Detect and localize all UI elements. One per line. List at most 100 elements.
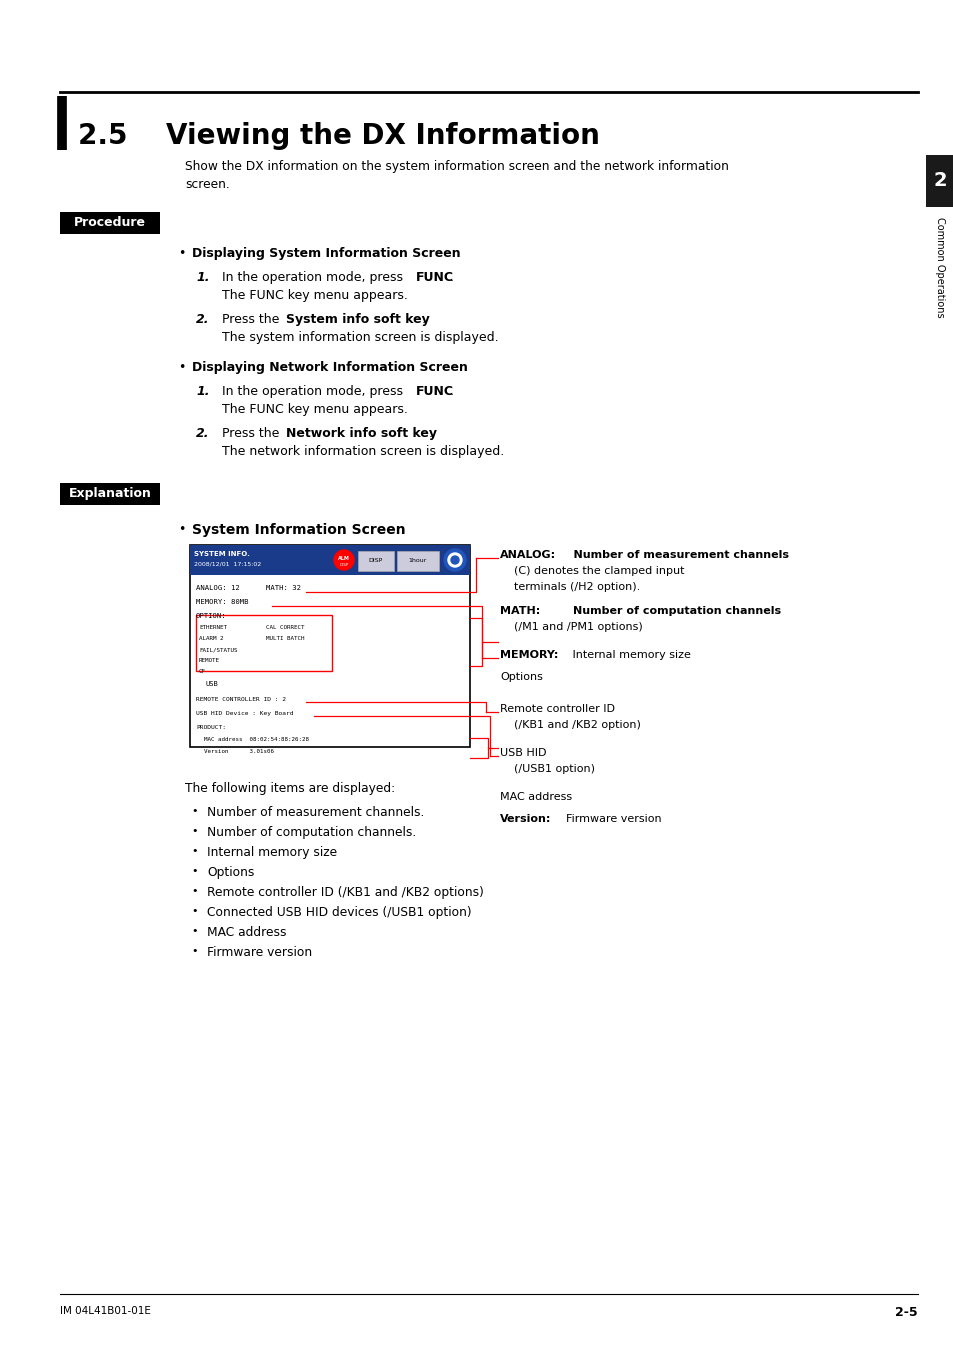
Text: •: • — [191, 806, 197, 815]
Text: MEMORY: 80MB: MEMORY: 80MB — [195, 599, 248, 605]
Text: ALARM 2: ALARM 2 — [199, 636, 223, 641]
Bar — [396, 551, 438, 571]
Text: System Information Screen: System Information Screen — [192, 522, 405, 537]
Text: Options: Options — [207, 865, 254, 879]
Text: (/M1 and /PM1 options): (/M1 and /PM1 options) — [514, 622, 642, 632]
Circle shape — [451, 556, 458, 564]
Text: •: • — [191, 826, 197, 836]
Text: Number of computation channels.: Number of computation channels. — [207, 826, 416, 838]
Text: System info soft key: System info soft key — [286, 313, 429, 325]
Text: The system information screen is displayed.: The system information screen is display… — [222, 331, 498, 344]
Text: MATH:: MATH: — [499, 606, 539, 616]
Text: FUNC: FUNC — [416, 271, 454, 284]
Text: Displaying System Information Screen: Displaying System Information Screen — [192, 247, 460, 261]
Text: Options: Options — [499, 672, 542, 682]
Text: .: . — [429, 427, 433, 440]
Text: screen.: screen. — [185, 178, 230, 190]
Circle shape — [448, 554, 461, 567]
Text: •: • — [178, 247, 185, 261]
Text: In the operation mode, press: In the operation mode, press — [222, 385, 407, 398]
Text: MAC address: MAC address — [207, 926, 286, 940]
Text: 2.5    Viewing the DX Information: 2.5 Viewing the DX Information — [78, 122, 599, 150]
Text: Show the DX information on the system information screen and the network informa: Show the DX information on the system in… — [185, 161, 728, 173]
Text: The following items are displayed:: The following items are displayed: — [185, 782, 395, 795]
Circle shape — [334, 549, 354, 570]
Text: 1.: 1. — [195, 385, 210, 398]
Text: (/USB1 option): (/USB1 option) — [514, 764, 595, 774]
Text: 2: 2 — [932, 171, 945, 190]
Text: MAC address  08:02:54:88:26:28: MAC address 08:02:54:88:26:28 — [204, 737, 309, 742]
Text: The FUNC key menu appears.: The FUNC key menu appears. — [222, 404, 408, 416]
Text: Internal memory size: Internal memory size — [207, 846, 336, 859]
Text: The network information screen is displayed.: The network information screen is displa… — [222, 446, 504, 458]
Bar — [60, 212, 160, 234]
Text: MEMORY:: MEMORY: — [499, 649, 558, 660]
Text: .: . — [450, 271, 454, 284]
Circle shape — [443, 549, 465, 571]
Text: MAC address: MAC address — [499, 792, 572, 802]
Text: ANALOG:: ANALOG: — [499, 549, 556, 560]
Text: Remote controller ID: Remote controller ID — [499, 703, 615, 714]
Text: Network info soft key: Network info soft key — [286, 427, 436, 440]
Text: Version:: Version: — [499, 814, 551, 824]
Text: 1.: 1. — [195, 271, 210, 284]
Text: REMOTE: REMOTE — [199, 657, 220, 663]
Text: •: • — [191, 906, 197, 917]
Text: CF: CF — [199, 670, 206, 674]
Text: Number of measurement channels.: Number of measurement channels. — [207, 806, 424, 819]
Text: DISP: DISP — [339, 563, 349, 567]
Text: IM 04L41B01-01E: IM 04L41B01-01E — [60, 1305, 151, 1316]
Text: Connected USB HID devices (/USB1 option): Connected USB HID devices (/USB1 option) — [207, 906, 471, 919]
Text: Number of computation channels: Number of computation channels — [541, 606, 781, 616]
Text: OPTION:: OPTION: — [195, 613, 227, 620]
Text: USB HID Device : Key Board: USB HID Device : Key Board — [195, 711, 294, 716]
Text: Explanation: Explanation — [69, 487, 152, 501]
Text: SYSTEM INFO.: SYSTEM INFO. — [193, 551, 250, 558]
Text: Remote controller ID (/KB1 and /KB2 options): Remote controller ID (/KB1 and /KB2 opti… — [207, 886, 483, 899]
Text: Procedure: Procedure — [74, 216, 146, 230]
Text: USB: USB — [206, 680, 218, 687]
Text: 2.: 2. — [195, 313, 210, 325]
Text: •: • — [191, 865, 197, 876]
Text: The FUNC key menu appears.: The FUNC key menu appears. — [222, 289, 408, 302]
Text: ANALOG: 12      MATH: 32: ANALOG: 12 MATH: 32 — [195, 585, 301, 591]
Bar — [190, 545, 470, 747]
Text: .: . — [450, 385, 454, 398]
Text: Number of measurement channels: Number of measurement channels — [558, 549, 788, 560]
Text: Firmware version: Firmware version — [207, 946, 312, 958]
Bar — [195, 616, 332, 671]
Bar — [190, 545, 470, 575]
Text: Displaying Network Information Screen: Displaying Network Information Screen — [192, 360, 467, 374]
Text: In the operation mode, press: In the operation mode, press — [222, 271, 407, 284]
Text: .: . — [421, 313, 426, 325]
Text: MULTI BATCH: MULTI BATCH — [266, 636, 304, 641]
Bar — [925, 155, 953, 207]
Text: •: • — [178, 360, 185, 374]
Text: ALM: ALM — [337, 555, 350, 560]
Text: Version      3.01s06: Version 3.01s06 — [204, 749, 274, 755]
Text: CAL CORRECT: CAL CORRECT — [266, 625, 304, 630]
Text: FUNC: FUNC — [416, 385, 454, 398]
Text: 2.: 2. — [195, 427, 210, 440]
Text: USB HID: USB HID — [499, 748, 546, 757]
Text: terminals (/H2 option).: terminals (/H2 option). — [514, 582, 639, 593]
Text: 2008/12/01  17:15:02: 2008/12/01 17:15:02 — [193, 562, 261, 567]
Text: •: • — [191, 886, 197, 896]
Text: (/KB1 and /KB2 option): (/KB1 and /KB2 option) — [514, 720, 640, 730]
Text: •: • — [191, 926, 197, 936]
Bar — [60, 483, 160, 505]
Text: Common Operations: Common Operations — [934, 217, 944, 317]
Text: DISP: DISP — [369, 559, 383, 563]
Text: FAIL/STATUS: FAIL/STATUS — [199, 647, 237, 652]
Text: 1hour: 1hour — [409, 559, 427, 563]
Text: Firmware version: Firmware version — [552, 814, 661, 824]
Text: Press the: Press the — [222, 313, 283, 325]
Text: PRODUCT:: PRODUCT: — [195, 725, 226, 730]
Text: •: • — [178, 522, 185, 536]
Text: (C) denotes the clamped input: (C) denotes the clamped input — [514, 566, 684, 576]
Text: 2-5: 2-5 — [895, 1305, 917, 1319]
Text: •: • — [191, 846, 197, 856]
Text: Press the: Press the — [222, 427, 283, 440]
Text: •: • — [191, 946, 197, 956]
Text: REMOTE CONTROLLER ID : 2: REMOTE CONTROLLER ID : 2 — [195, 697, 286, 702]
